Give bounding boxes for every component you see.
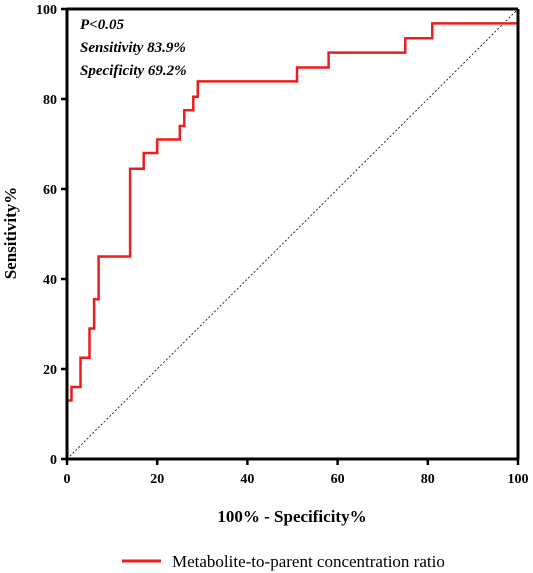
y-axis-title: Sensitivity%: [1, 187, 20, 280]
y-tick-label-40: 40: [43, 273, 57, 288]
legend: Metabolite-to-parent concentration ratio: [122, 552, 445, 571]
y-tick-label-80: 80: [43, 93, 57, 108]
annotation-sensitivity: Sensitivity 83.9%: [80, 40, 186, 56]
x-axis-title: 100% - Specificity%: [217, 507, 366, 526]
annotation-specificity: Specificity 69.2%: [80, 63, 187, 79]
x-tick-label-0: 0: [64, 472, 71, 487]
x-tick-label-80: 80: [421, 472, 435, 487]
y-tick-label-20: 20: [43, 363, 57, 378]
legend-label: Metabolite-to-parent concentration ratio: [172, 552, 445, 571]
x-tick-label-20: 20: [150, 472, 164, 487]
roc-series-line-0: [65, 9, 520, 459]
x-tick-label-60: 60: [331, 472, 345, 487]
x-tick-label-40: 40: [240, 472, 254, 487]
y-tick-label-100: 100: [36, 3, 57, 18]
y-tick-label-60: 60: [43, 183, 57, 198]
x-tick-label-100: 100: [508, 472, 529, 487]
annotation-p-value: P<0.05: [80, 17, 124, 33]
plot-area: 0 20 40 60 80 100 0 20 40 60 80 100: [36, 3, 529, 487]
y-tick-label-0: 0: [50, 453, 57, 468]
